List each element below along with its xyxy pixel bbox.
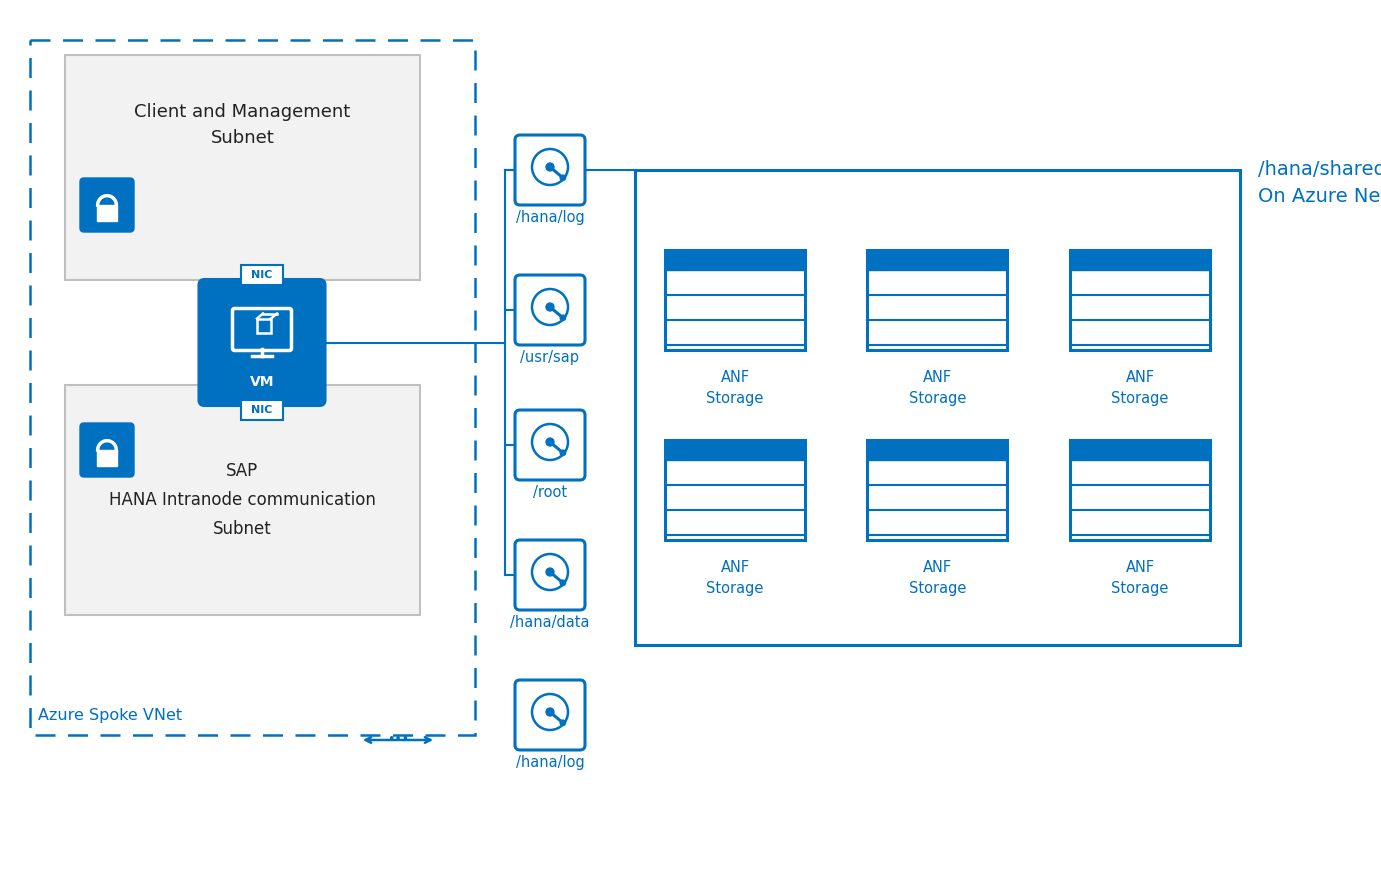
Circle shape [561,720,566,726]
FancyBboxPatch shape [515,540,586,610]
Text: •••: ••• [387,734,409,747]
FancyBboxPatch shape [515,680,586,750]
Circle shape [561,175,566,181]
Circle shape [561,580,566,586]
Text: ANF
Storage: ANF Storage [706,560,764,596]
Text: Client and Management
Subnet: Client and Management Subnet [134,103,351,147]
Text: /hana/log: /hana/log [515,210,584,225]
Bar [1070,440,1210,460]
Text: /hana/data: /hana/data [510,615,590,630]
Text: ANF
Storage: ANF Storage [1112,370,1168,406]
Circle shape [561,315,566,320]
Text: SAP
HANA Intranode communication
Subnet: SAP HANA Intranode communication Subnet [109,462,376,538]
Bar [97,450,117,466]
Circle shape [545,163,554,171]
Circle shape [545,568,554,576]
Bar [65,385,420,615]
Bar [867,250,1008,270]
Bar [30,40,475,735]
Text: ANF
Storage: ANF Storage [1112,560,1168,596]
Text: NSG: NSG [97,454,117,463]
Bar [257,319,271,333]
Bar [666,250,805,350]
Circle shape [561,450,566,456]
Text: /usr/sap: /usr/sap [521,350,580,365]
Bar [1070,440,1210,540]
Bar [97,205,117,221]
Text: Azure Spoke VNet: Azure Spoke VNet [39,708,182,723]
Circle shape [545,708,554,716]
Bar [666,440,805,460]
FancyBboxPatch shape [80,178,134,232]
Bar [65,55,420,280]
FancyBboxPatch shape [515,275,586,345]
Text: /hana/shared
On Azure NetApp Files: /hana/shared On Azure NetApp Files [1258,160,1381,205]
Bar [242,400,283,420]
FancyBboxPatch shape [80,423,134,477]
Bar [867,440,1008,460]
FancyBboxPatch shape [515,135,586,205]
Bar [1070,250,1210,270]
Bar [867,250,1008,350]
FancyBboxPatch shape [515,410,586,480]
Text: /hana/log: /hana/log [515,755,584,770]
Text: ANF
Storage: ANF Storage [909,560,967,596]
Bar [242,265,283,285]
Bar [867,440,1008,540]
Text: VM: VM [250,375,275,389]
Bar [635,170,1240,645]
Text: NIC: NIC [251,270,272,280]
Text: ANF
Storage: ANF Storage [706,370,764,406]
Bar [666,250,805,270]
Text: ANF
Storage: ANF Storage [909,370,967,406]
Text: NSG: NSG [97,209,117,218]
Bar [1070,250,1210,350]
Circle shape [545,303,554,311]
Text: NIC: NIC [251,405,272,415]
FancyBboxPatch shape [199,279,326,406]
Text: /root: /root [533,485,568,500]
Bar [666,440,805,540]
Circle shape [545,438,554,446]
